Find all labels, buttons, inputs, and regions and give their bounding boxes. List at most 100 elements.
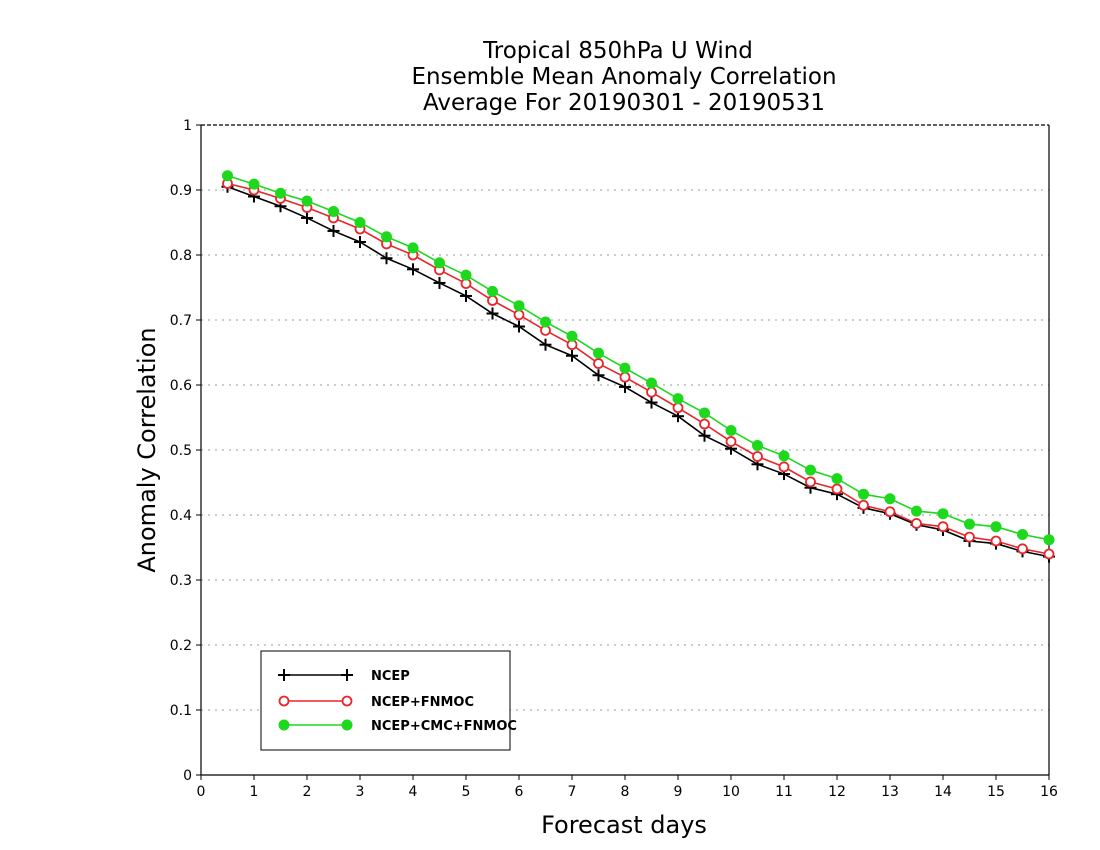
point-ncep-cmc-fnmoc-0	[222, 170, 233, 182]
point-ncep-cmc-fnmoc-16	[646, 377, 657, 389]
x-tick-label-2: 2	[303, 784, 312, 800]
point-ncep-8	[433, 276, 446, 289]
point-ncep-fnmoc-25	[884, 506, 896, 518]
point-ncep-fnmoc-15	[619, 371, 631, 383]
x-tick-label-0: 0	[197, 784, 206, 800]
x-tick-label-5: 5	[462, 784, 471, 800]
point-ncep-3	[301, 211, 313, 224]
y-tick-label-7: 0.7	[170, 313, 192, 329]
point-ncep-cmc-fnmoc-11	[513, 300, 525, 312]
x-tick-label-16: 16	[1040, 784, 1058, 800]
x-axis-label: Forecast days	[541, 811, 707, 839]
point-ncep-cmc-fnmoc-18	[699, 407, 710, 419]
point-ncep-fnmoc-30	[1017, 543, 1028, 555]
point-ncep-fnmoc-20	[752, 451, 763, 462]
point-ncep-11	[513, 320, 525, 333]
x-tick-label-9: 9	[674, 784, 683, 800]
y-tick-label-2: 0.2	[170, 638, 192, 654]
point-ncep-fnmoc-23	[831, 483, 843, 495]
legend-marker-right-ncep-cmc-fnmoc	[341, 719, 353, 731]
point-ncep-cmc-fnmoc-6	[381, 231, 392, 243]
title-line-1: Tropical 850hPa U Wind	[482, 38, 753, 64]
point-ncep-fnmoc-24	[858, 499, 869, 511]
series-ncep-cmc-fnmoc	[222, 170, 1055, 546]
x-tick-label-1: 1	[250, 784, 259, 800]
point-ncep-7	[407, 263, 419, 276]
series-ncep-fnmoc	[222, 178, 1055, 560]
legend-item-ncep: NCEP	[278, 669, 410, 684]
point-ncep-fnmoc-27	[937, 521, 949, 533]
x-tick-label-12: 12	[828, 784, 846, 800]
point-ncep-cmc-fnmoc-25	[884, 493, 896, 505]
point-ncep-12	[539, 338, 552, 351]
legend-label-ncep: NCEP	[371, 669, 410, 684]
legend-items: NCEP NCEP+FNMOC NCEP+CMC+FNMOC	[278, 669, 517, 734]
y-tick-label-1: 0.1	[170, 703, 192, 719]
x-tick-label-4: 4	[409, 784, 418, 800]
point-ncep-4	[327, 224, 340, 237]
point-ncep-cmc-fnmoc-10	[487, 285, 498, 297]
point-ncep-5	[354, 236, 366, 248]
legend-item-ncep-fnmoc: NCEP+FNMOC	[278, 695, 474, 710]
legend-marker-left-ncep-fnmoc	[278, 695, 290, 707]
legend-marker-right-ncep-fnmoc	[341, 695, 353, 707]
point-ncep-cmc-fnmoc-15	[619, 362, 631, 374]
point-ncep-cmc-fnmoc-23	[831, 473, 843, 485]
point-ncep-fnmoc-28	[964, 531, 975, 543]
point-ncep-cmc-fnmoc-3	[301, 195, 313, 207]
legend: NCEP NCEP+FNMOC NCEP+CMC+FNMOC	[260, 650, 517, 751]
title-line-3: Average For 20190301 - 20190531	[423, 90, 825, 116]
point-ncep-10	[486, 307, 499, 320]
series-line-ncep	[227, 185, 1050, 558]
point-ncep-15	[619, 380, 631, 393]
point-ncep-cmc-fnmoc-31	[1043, 534, 1055, 546]
x-tick-label-7: 7	[568, 784, 577, 800]
series-line-ncep-cmc-fnmoc	[227, 174, 1050, 541]
legend-marker-right-ncep	[341, 669, 353, 681]
point-ncep-cmc-fnmoc-1	[248, 178, 260, 190]
point-ncep-16	[645, 396, 658, 409]
point-ncep-cmc-fnmoc-30	[1017, 529, 1028, 540]
point-ncep-cmc-fnmoc-17	[672, 393, 684, 405]
series-ncep	[221, 180, 1055, 563]
point-ncep-cmc-fnmoc-12	[540, 316, 551, 328]
chart-title: Tropical 850hPa U Wind Ensemble Mean Ano…	[411, 38, 836, 116]
grid-layer	[201, 189, 1049, 711]
point-ncep-cmc-fnmoc-26	[911, 505, 922, 517]
x-tick-label-13: 13	[881, 784, 899, 800]
y-axis-label: Anomaly Correlation	[133, 327, 161, 572]
y-tick-label-9: 0.9	[170, 183, 192, 199]
axes-layer: 00.10.20.30.40.50.60.70.80.910 1 2 3 4 5 6 7 8 9 1…	[170, 118, 1058, 800]
point-ncep-6	[380, 252, 393, 265]
point-ncep-cmc-fnmoc-14	[593, 347, 604, 359]
legend-label-ncep-fnmoc: NCEP+FNMOC	[371, 695, 474, 710]
y-tick-label-5: 0.5	[170, 443, 192, 459]
point-ncep-cmc-fnmoc-27	[937, 508, 949, 520]
x-tick-label-11: 11	[775, 784, 793, 800]
x-tick-label-14: 14	[934, 784, 952, 800]
y-tick-label-8: 0.8	[170, 248, 192, 264]
point-ncep-cmc-fnmoc-28	[964, 518, 975, 530]
point-ncep-14	[592, 369, 605, 382]
point-ncep-cmc-fnmoc-20	[752, 439, 763, 451]
point-ncep-fnmoc-18	[699, 418, 710, 430]
y-tick-label-10: 1	[183, 118, 192, 134]
point-ncep-9	[460, 289, 472, 302]
title-line-2: Ensemble Mean Anomaly Correlation	[411, 64, 836, 90]
point-ncep-fnmoc-26	[911, 518, 922, 529]
point-ncep-cmc-fnmoc-8	[434, 257, 445, 269]
point-ncep-13	[566, 349, 578, 362]
point-ncep-cmc-fnmoc-13	[566, 330, 578, 342]
point-ncep-fnmoc-14	[593, 358, 604, 369]
point-ncep-cmc-fnmoc-21	[778, 450, 790, 462]
point-ncep-fnmoc-11	[513, 309, 525, 321]
y-tick-label-0: 0	[183, 768, 192, 784]
x-tick-label-3: 3	[356, 784, 365, 800]
x-tick-label-6: 6	[515, 784, 524, 800]
y-tick-label-3: 0.3	[170, 573, 192, 589]
x-tick-label-15: 15	[987, 784, 1005, 800]
point-ncep-fnmoc-31	[1043, 548, 1055, 560]
point-ncep-fnmoc-22	[805, 476, 816, 488]
